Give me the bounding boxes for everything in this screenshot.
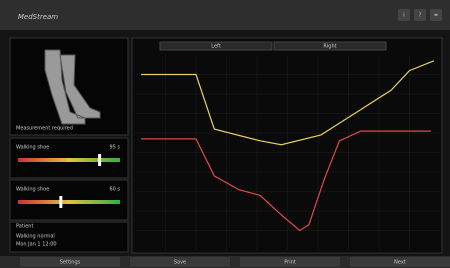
top-bar	[0, 0, 450, 30]
footer-button-label: Save	[174, 260, 186, 266]
footer-button-label: Next	[394, 260, 406, 266]
header-button-label: ≡	[434, 13, 438, 19]
image-caption: Measurement required	[16, 126, 73, 132]
info-line: Mon Jan 1 12:00	[16, 242, 57, 248]
slider-label: Walking shoe	[16, 187, 49, 193]
slider-value: 95 s	[109, 145, 120, 151]
footer-button-label: Print	[284, 260, 296, 266]
footer-button-label: Settings	[60, 260, 81, 266]
slider-track	[18, 200, 120, 204]
slider-track	[18, 158, 120, 162]
info-line: Walking normal	[16, 234, 55, 240]
tab-label: Right	[323, 44, 336, 50]
info-title: Patient	[16, 224, 33, 230]
page: MedStream Measurement required Patient W…	[0, 0, 450, 268]
slider-knob[interactable]	[98, 154, 101, 166]
slider-knob[interactable]	[59, 196, 62, 208]
slider-value: 60 s	[109, 187, 120, 193]
tab-label: Left	[211, 44, 220, 50]
screen: MedStream Measurement required Patient W…	[0, 0, 450, 268]
logo: MedStream	[18, 13, 58, 21]
header-button-label: ?	[419, 13, 422, 19]
chart-panel	[132, 38, 442, 253]
slider-label: Walking shoe	[16, 145, 49, 151]
header-button-label: i	[403, 13, 404, 19]
